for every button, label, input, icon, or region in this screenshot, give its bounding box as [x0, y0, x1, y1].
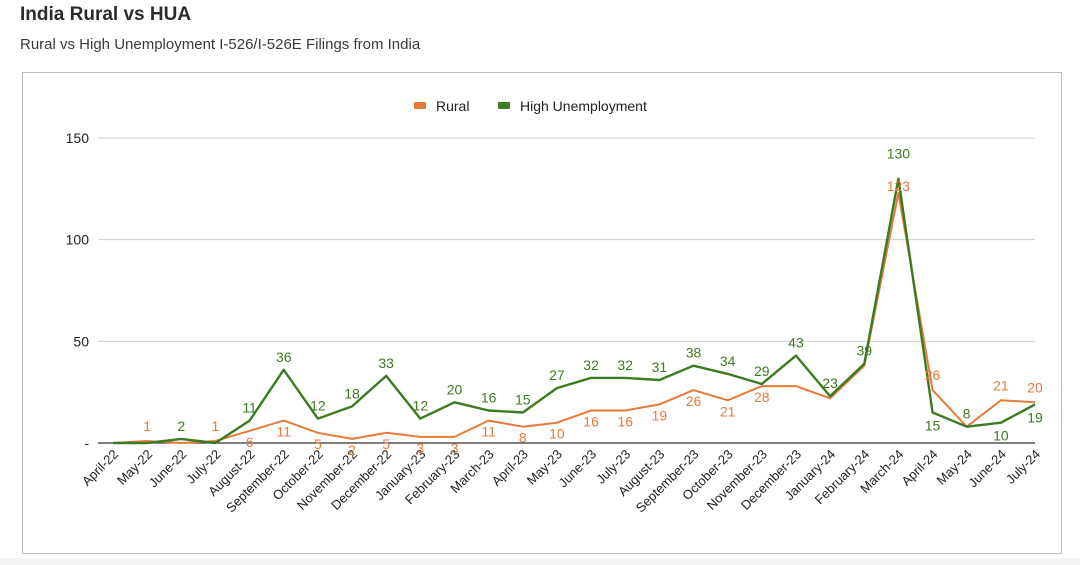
data-label: 32	[617, 357, 633, 373]
data-label: 19	[1027, 409, 1043, 425]
data-label: 39	[856, 343, 872, 359]
data-label: 18	[344, 385, 360, 401]
data-label: 1	[212, 418, 220, 434]
legend: Rural High Unemployment	[414, 98, 647, 114]
data-label: 3	[451, 440, 459, 456]
x-tick-label: April-22	[79, 447, 121, 489]
x-tick-label: June-22	[146, 447, 190, 491]
y-tick-label: 50	[73, 333, 89, 349]
data-label: 23	[822, 375, 838, 391]
legend-label: Rural	[436, 98, 469, 114]
data-label: 29	[754, 363, 770, 379]
data-label: 38	[686, 345, 702, 361]
data-label: 8	[963, 406, 971, 422]
legend-swatch	[414, 102, 426, 109]
data-label: 130	[887, 146, 911, 162]
data-label: 12	[413, 398, 429, 414]
data-label: 11	[242, 400, 257, 416]
data-label: 123	[887, 178, 911, 194]
page-bottom-strip	[0, 558, 1080, 565]
x-tick-label: April-24	[898, 447, 940, 489]
data-label: 11	[276, 424, 291, 440]
data-label: 21	[720, 403, 736, 419]
data-label: 43	[788, 335, 804, 351]
data-label: 34	[720, 353, 736, 369]
y-axis-ticks: 150 100 50 -	[66, 130, 90, 451]
data-label: 12	[310, 398, 326, 414]
x-tick-label: June-23	[555, 447, 599, 491]
data-label: 5	[382, 436, 390, 452]
data-label: 5	[314, 436, 322, 452]
data-label: 11	[481, 424, 496, 440]
data-label: 8	[519, 430, 527, 446]
y-tick-label: 100	[66, 232, 90, 248]
series-lines	[112, 177, 1036, 445]
x-tick-label: June-24	[965, 447, 1009, 491]
y-tick-label: 150	[66, 130, 90, 146]
chart-subtitle: Rural vs High Unemployment I-526/I-526E …	[20, 36, 421, 53]
data-label: 10	[549, 426, 565, 442]
data-label: 20	[1027, 379, 1043, 395]
data-label: 6	[246, 434, 254, 450]
data-label: 15	[925, 418, 941, 434]
data-label: 16	[583, 413, 599, 429]
data-label: 2	[177, 418, 185, 434]
data-label: 26	[686, 393, 702, 409]
data-label: 36	[276, 349, 292, 365]
series-line-high-unemployment	[113, 177, 1036, 445]
data-label: 32	[583, 357, 599, 373]
x-tick-label: April-23	[489, 447, 531, 489]
data-label: 20	[447, 381, 463, 397]
data-label: 33	[378, 355, 394, 371]
data-label: 10	[993, 428, 1009, 444]
data-label: 28	[754, 389, 770, 405]
gridlines	[98, 137, 1035, 444]
data-label: 27	[549, 367, 565, 383]
y-tick-label: -	[84, 435, 89, 451]
data-label: 19	[652, 407, 668, 423]
chart-frame	[22, 72, 1062, 554]
data-label: 21	[993, 377, 1009, 393]
legend-label: High Unemployment	[520, 98, 647, 114]
x-tick-label: July-24	[1003, 447, 1043, 487]
data-label: 3	[416, 440, 424, 456]
data-label: 31	[652, 359, 668, 375]
chart-title: India Rural vs HUA	[20, 4, 192, 25]
data-label: 15	[515, 392, 531, 408]
series-line-rural	[112, 191, 1036, 444]
legend-swatch	[498, 102, 510, 109]
data-label: 16	[617, 413, 633, 429]
data-label: 16	[481, 389, 497, 405]
x-axis-ticks: April-22May-22June-22July-22August-22Sep…	[79, 447, 1043, 516]
data-label: 2	[348, 442, 356, 458]
data-label: 26	[925, 367, 941, 383]
data-label: 1	[143, 418, 151, 434]
